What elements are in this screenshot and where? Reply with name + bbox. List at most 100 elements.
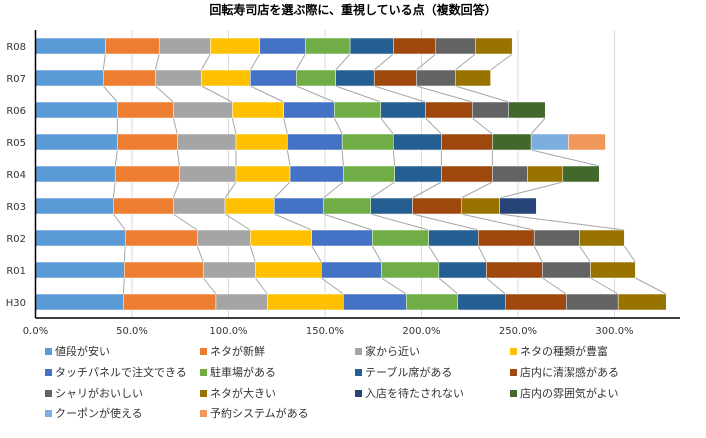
series-line bbox=[623, 245, 636, 263]
series-line bbox=[114, 149, 118, 167]
bar-segment bbox=[179, 165, 237, 183]
bar-segment bbox=[372, 229, 429, 247]
series-line bbox=[461, 181, 493, 199]
legend-label: 入店を待たされない bbox=[365, 386, 464, 400]
series-line bbox=[461, 213, 535, 231]
series-line bbox=[322, 181, 344, 199]
series-line bbox=[274, 213, 312, 231]
series-line bbox=[486, 277, 506, 295]
legend-swatch bbox=[510, 369, 517, 376]
bar-segment bbox=[283, 101, 335, 119]
x-tick-label: 100.0% bbox=[209, 326, 247, 337]
bar-segment bbox=[472, 101, 509, 119]
bar-segment bbox=[117, 133, 178, 151]
bar-segment bbox=[428, 229, 479, 247]
series-line bbox=[531, 149, 600, 167]
series-line bbox=[202, 277, 217, 295]
legend-label: 値段が安い bbox=[55, 344, 110, 358]
legend-item: シャリがおいしい bbox=[45, 386, 143, 400]
series-line bbox=[381, 277, 407, 295]
series-line bbox=[123, 245, 126, 263]
bar-segment bbox=[373, 69, 417, 87]
bar-segment bbox=[393, 37, 437, 55]
bar-segment bbox=[393, 133, 442, 151]
series-line bbox=[295, 53, 306, 71]
y-tick-label: R01 bbox=[6, 266, 26, 277]
legend-item: ネタが新鮮 bbox=[200, 344, 265, 358]
legend-item: 家から近い bbox=[355, 344, 420, 358]
bar-segment bbox=[533, 229, 580, 247]
bar-segment bbox=[158, 37, 211, 55]
series-line bbox=[425, 117, 442, 135]
legend-label: 駐車場がある bbox=[210, 365, 276, 379]
bar-segment bbox=[457, 293, 506, 311]
series-line bbox=[380, 117, 394, 135]
x-tick-label: 150.0% bbox=[306, 326, 344, 337]
bar-segment bbox=[341, 133, 394, 151]
bar-segment bbox=[530, 133, 569, 151]
bar-segment bbox=[349, 37, 394, 55]
bar-segment bbox=[461, 197, 500, 215]
bar-segment bbox=[35, 37, 106, 55]
legend-swatch bbox=[355, 369, 362, 376]
bar-segment bbox=[311, 229, 373, 247]
bar-segment bbox=[562, 165, 600, 183]
series-line bbox=[370, 213, 429, 231]
series-line bbox=[578, 245, 591, 263]
bar-segment bbox=[35, 293, 124, 311]
bar-segment bbox=[295, 69, 336, 87]
series-line bbox=[533, 245, 543, 263]
x-tick-label: 300.0% bbox=[595, 326, 633, 337]
bar-segment bbox=[438, 261, 487, 279]
legend-item: タッチパネルで注文できる bbox=[45, 365, 187, 379]
bar-segment bbox=[505, 293, 567, 311]
series-line bbox=[416, 85, 473, 103]
bar-segment bbox=[475, 37, 513, 55]
legend-item: テーブル席がある bbox=[355, 365, 452, 379]
bar-segment bbox=[579, 229, 625, 247]
bar-segment bbox=[35, 165, 116, 183]
legend-label: 店内の雰囲気がよい bbox=[520, 386, 618, 400]
series-line bbox=[249, 53, 261, 71]
series-line bbox=[250, 85, 284, 103]
y-tick-label: R05 bbox=[6, 138, 26, 149]
y-tick-label: R03 bbox=[6, 202, 26, 213]
bar-segment bbox=[441, 165, 493, 183]
series-line bbox=[438, 277, 459, 295]
series-line bbox=[122, 277, 125, 295]
series-line bbox=[102, 85, 118, 103]
bar-segment bbox=[114, 165, 180, 183]
legend-swatch bbox=[355, 390, 362, 397]
series-line bbox=[196, 245, 204, 263]
bar-segment bbox=[202, 261, 256, 279]
bar-segment bbox=[508, 101, 546, 119]
bar-segment bbox=[124, 261, 204, 279]
bar-segment bbox=[210, 37, 261, 55]
bar-segment bbox=[394, 165, 442, 183]
series-line bbox=[321, 277, 344, 295]
series-line bbox=[249, 245, 256, 263]
bar-segment bbox=[102, 69, 156, 87]
legend-swatch bbox=[200, 390, 207, 397]
legend-swatch bbox=[45, 369, 52, 376]
series-line bbox=[176, 149, 180, 167]
chart-title: 回転寿司店を選ぶ際に、重視している点（複数回答） bbox=[209, 2, 496, 17]
series-line bbox=[224, 181, 237, 199]
bar-segment bbox=[35, 261, 125, 279]
legend-item: 入店を待たされない bbox=[355, 386, 464, 400]
bar-segment bbox=[35, 229, 126, 247]
x-tick-label: 50.0% bbox=[116, 326, 148, 337]
bar-segment bbox=[201, 69, 251, 87]
bar-segment bbox=[380, 101, 426, 119]
series-line bbox=[323, 213, 373, 231]
bar-segment bbox=[323, 197, 371, 215]
bar-segment bbox=[105, 37, 160, 55]
bar-segment bbox=[441, 133, 493, 151]
series-line bbox=[112, 181, 116, 199]
series-line bbox=[333, 117, 343, 135]
x-tick-label: 250.0% bbox=[499, 326, 537, 337]
y-tick-label: R07 bbox=[6, 74, 26, 85]
bar-segment bbox=[406, 293, 459, 311]
legend-swatch bbox=[510, 390, 517, 397]
series-line bbox=[428, 245, 440, 263]
